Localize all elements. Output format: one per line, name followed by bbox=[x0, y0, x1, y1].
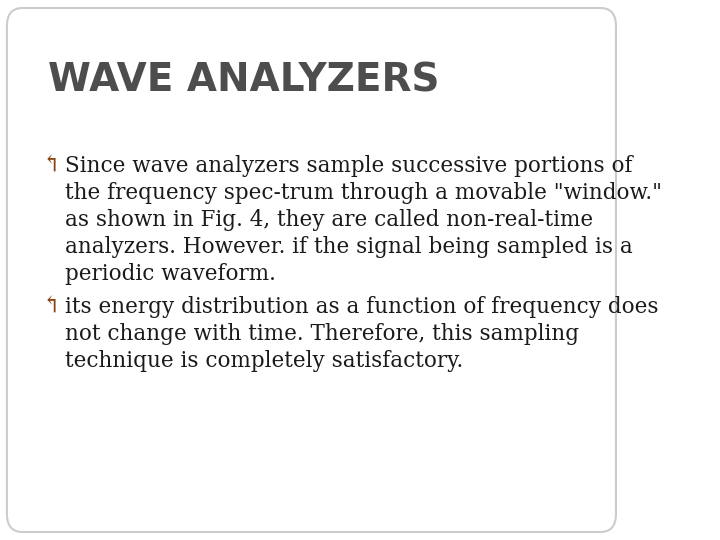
Text: technique is completely satisfactory.: technique is completely satisfactory. bbox=[65, 350, 463, 372]
Text: as shown in Fig. 4, they are called non-real-time: as shown in Fig. 4, they are called non-… bbox=[65, 209, 593, 231]
Text: Since wave analyzers sample successive portions of: Since wave analyzers sample successive p… bbox=[65, 155, 632, 177]
Text: the frequency spec-trum through a movable "window.": the frequency spec-trum through a movabl… bbox=[65, 182, 662, 204]
Text: analyzers. However. if the signal being sampled is a: analyzers. However. if the signal being … bbox=[65, 236, 633, 258]
FancyBboxPatch shape bbox=[7, 8, 616, 532]
Text: ↰: ↰ bbox=[42, 155, 60, 177]
Text: WAVE ANALYZERS: WAVE ANALYZERS bbox=[48, 62, 439, 100]
Text: ↰: ↰ bbox=[42, 296, 60, 318]
Text: its energy distribution as a function of frequency does: its energy distribution as a function of… bbox=[65, 296, 658, 318]
Text: not change with time. Therefore, this sampling: not change with time. Therefore, this sa… bbox=[65, 323, 579, 345]
Text: periodic waveform.: periodic waveform. bbox=[65, 263, 276, 285]
